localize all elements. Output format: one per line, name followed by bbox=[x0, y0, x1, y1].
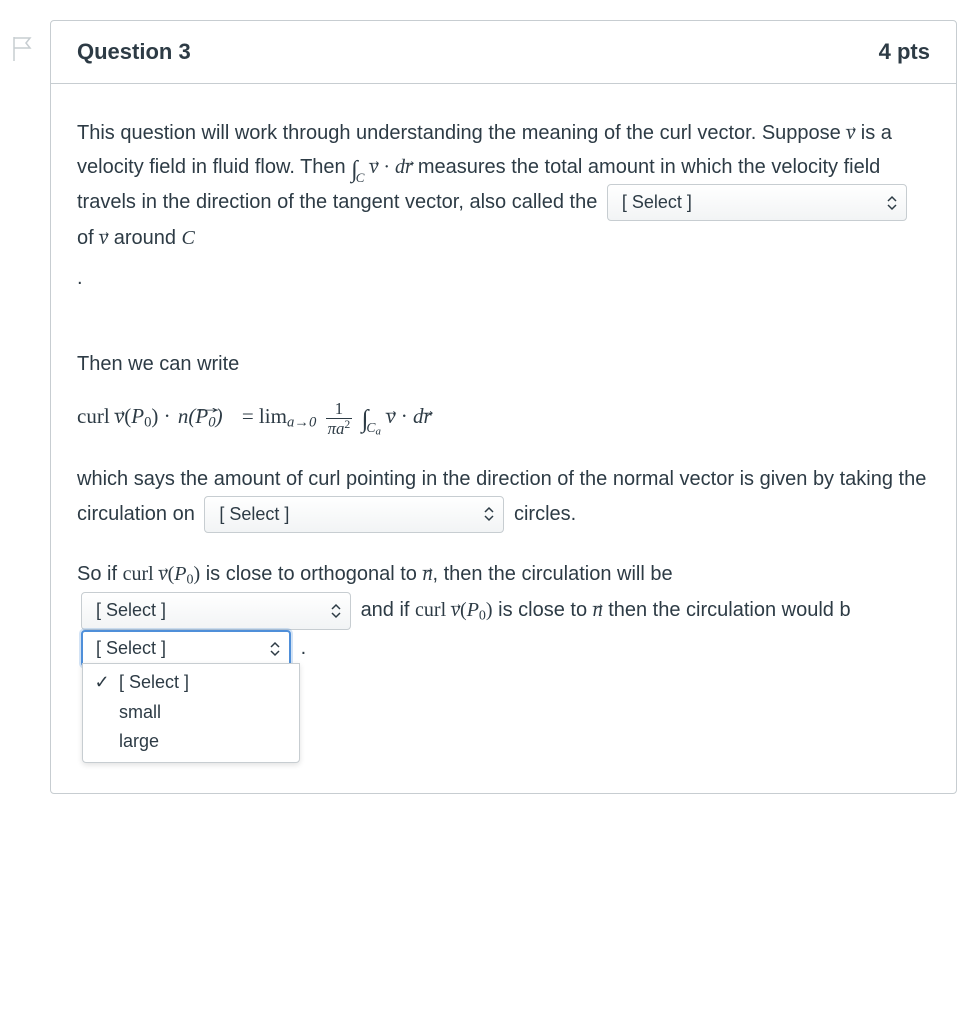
chevron-updown-icon bbox=[330, 603, 342, 619]
flag-icon[interactable] bbox=[10, 34, 36, 64]
paragraph-1: This question will work through understa… bbox=[77, 116, 930, 255]
text: . bbox=[77, 261, 930, 295]
chevron-updown-icon bbox=[886, 195, 898, 211]
select-label: [ Select ] bbox=[96, 600, 166, 620]
paragraph-4: So if curl →v(P0) is close to orthogonal… bbox=[77, 557, 930, 667]
curl-formula: curl →v(P0) · →n(P0) = lima→0 1πa2 ∫Ca →… bbox=[77, 399, 930, 437]
math-C: C bbox=[182, 227, 195, 249]
text: around bbox=[114, 227, 182, 249]
math-curl-v-p0: curl →v(P0) bbox=[123, 563, 201, 585]
text: is close to orthogonal to bbox=[206, 563, 423, 585]
math-curl-v-p0: curl →v(P0) bbox=[415, 599, 493, 621]
dropdown-panel: ✓ [ Select ] small large bbox=[82, 663, 300, 763]
select-3[interactable]: [ Select ] bbox=[81, 592, 351, 629]
paragraph-3: which says the amount of curl pointing i… bbox=[77, 462, 930, 533]
option-label: small bbox=[119, 701, 161, 724]
select-4-open[interactable]: [ Select ] ✓ [ Select ] small bbox=[81, 630, 291, 667]
chevron-updown-icon bbox=[483, 506, 495, 522]
math-v: →v bbox=[99, 227, 108, 249]
math-n: →n bbox=[593, 599, 603, 621]
text: circles. bbox=[514, 503, 576, 525]
select-label: [ Select ] bbox=[96, 638, 166, 658]
paragraph-2: Then we can write bbox=[77, 347, 930, 381]
text: then the circulation would b bbox=[608, 599, 850, 621]
math-n: →n bbox=[422, 563, 432, 585]
text: So if bbox=[77, 563, 123, 585]
select-label: [ Select ] bbox=[219, 504, 289, 524]
text: This question will work through understa… bbox=[77, 122, 846, 144]
question-points: 4 pts bbox=[879, 39, 930, 65]
select-1[interactable]: [ Select ] bbox=[607, 184, 907, 221]
text: is close to bbox=[498, 599, 592, 621]
dropdown-option-small[interactable]: small bbox=[83, 698, 299, 727]
math-integral: ∫C →v · d→r bbox=[351, 156, 418, 178]
question-title: Question 3 bbox=[77, 39, 191, 65]
option-label: [ Select ] bbox=[119, 671, 189, 694]
dropdown-option-large[interactable]: large bbox=[83, 727, 299, 756]
option-label: large bbox=[119, 730, 159, 753]
select-2[interactable]: [ Select ] bbox=[204, 496, 504, 533]
question-card: Question 3 4 pts This question will work… bbox=[50, 20, 957, 794]
question-header: Question 3 4 pts bbox=[51, 21, 956, 84]
math-v: →v bbox=[846, 122, 855, 144]
text: and if bbox=[361, 599, 415, 621]
page: Question 3 4 pts This question will work… bbox=[10, 20, 957, 794]
chevron-updown-icon bbox=[269, 641, 281, 657]
check-icon: ✓ bbox=[93, 671, 111, 694]
text: . bbox=[301, 637, 307, 659]
dropdown-option-selected[interactable]: ✓ [ Select ] bbox=[83, 668, 299, 697]
question-body: This question will work through understa… bbox=[51, 84, 956, 793]
text: , then the circulation will be bbox=[432, 563, 672, 585]
select-label: [ Select ] bbox=[622, 192, 692, 212]
